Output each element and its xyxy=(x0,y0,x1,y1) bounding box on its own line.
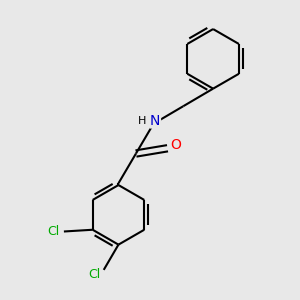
Text: O: O xyxy=(170,138,181,152)
Text: H: H xyxy=(138,116,146,126)
Text: Cl: Cl xyxy=(47,225,59,238)
Text: N: N xyxy=(150,114,160,128)
Text: Cl: Cl xyxy=(88,268,100,281)
